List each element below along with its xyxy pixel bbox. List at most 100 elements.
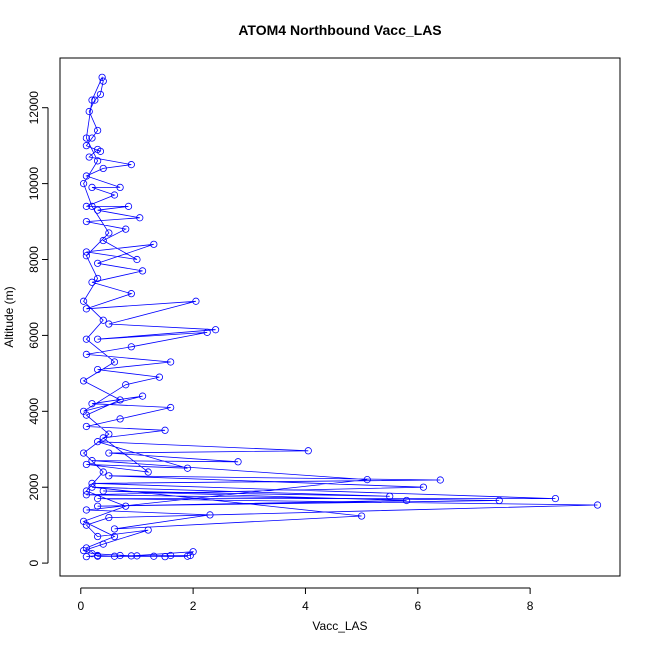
y-tick-label: 12000 <box>27 91 41 125</box>
data-point <box>82 202 90 210</box>
data-point <box>94 365 102 374</box>
data-point <box>183 552 192 560</box>
data-point <box>99 316 107 324</box>
data-point <box>82 350 90 358</box>
data-point <box>127 161 135 169</box>
data-point <box>110 552 119 560</box>
data-point <box>99 487 107 495</box>
data-point <box>99 434 107 442</box>
data-point <box>82 460 90 469</box>
data-point <box>116 551 124 560</box>
data-point <box>167 403 175 412</box>
data-point <box>82 305 90 313</box>
data-point <box>99 468 107 476</box>
data-point <box>82 335 90 343</box>
data-point <box>358 512 366 520</box>
data-point <box>99 236 107 245</box>
x-tick-label: 8 <box>527 599 534 613</box>
data-point <box>124 202 133 210</box>
data-point <box>88 479 96 488</box>
data-point <box>105 430 113 438</box>
data-point <box>82 172 90 180</box>
data-point <box>133 552 141 560</box>
data-point <box>203 328 211 336</box>
data-point <box>155 373 164 381</box>
data-point <box>88 483 96 491</box>
data-point <box>88 202 96 210</box>
data-point <box>79 377 88 385</box>
data-point <box>99 540 107 548</box>
data-point <box>138 392 147 400</box>
data-point <box>96 90 105 99</box>
data-point <box>85 107 93 116</box>
y-tick-label: 6000 <box>27 322 41 349</box>
data-point <box>167 551 175 560</box>
data-point <box>94 502 102 510</box>
data-point <box>161 553 169 561</box>
data-point <box>402 496 411 505</box>
y-tick-label: 0 <box>27 559 41 566</box>
data-point <box>116 396 124 404</box>
data-point <box>82 134 90 142</box>
data-point <box>144 468 152 476</box>
x-tick-label: 6 <box>414 599 421 613</box>
data-point <box>79 180 88 188</box>
data-point <box>85 153 93 161</box>
data-point <box>419 483 428 491</box>
data-point <box>304 447 312 455</box>
data-point <box>161 426 169 434</box>
data-point <box>88 96 96 104</box>
data-point <box>122 502 130 510</box>
data-point <box>133 255 141 264</box>
data-point <box>99 77 107 85</box>
data-point <box>150 552 158 560</box>
data-point <box>122 225 130 233</box>
data-point <box>94 494 102 503</box>
data-point <box>436 476 444 484</box>
data-point <box>386 492 394 500</box>
data-point <box>127 552 135 560</box>
data-point <box>96 147 105 155</box>
data-point <box>82 491 90 499</box>
data-point <box>110 358 119 366</box>
data-point <box>150 240 158 248</box>
data-point <box>105 320 113 328</box>
data-point <box>79 517 88 525</box>
data-point <box>91 96 99 104</box>
y-tick-label: 4000 <box>27 398 41 425</box>
data-point <box>144 526 152 534</box>
data-point <box>105 449 113 457</box>
data-point <box>94 259 102 267</box>
data-point <box>82 422 90 431</box>
data-point <box>79 449 88 457</box>
data-point <box>88 278 96 286</box>
data-point <box>105 513 113 522</box>
data-point <box>94 157 102 165</box>
data-point <box>79 297 88 305</box>
data-point <box>551 494 560 503</box>
x-tick-label: 2 <box>190 599 197 613</box>
y-axis-label: Altitude (m) <box>2 286 16 347</box>
data-point <box>116 415 124 423</box>
x-tick-label: 4 <box>302 599 309 613</box>
data-point <box>88 457 96 465</box>
data-point <box>138 267 147 275</box>
data-point <box>88 183 96 192</box>
data-point <box>82 553 90 561</box>
data-point <box>110 532 119 541</box>
data-point <box>495 496 503 505</box>
y-tick-label: 10000 <box>27 167 41 201</box>
data-point <box>127 290 135 298</box>
data-point <box>105 229 113 237</box>
data-point <box>94 532 102 541</box>
y-tick-label: 8000 <box>27 246 41 273</box>
data-point <box>110 191 119 199</box>
data-point <box>94 274 102 283</box>
x-axis-label: Vacc_LAS <box>312 619 367 633</box>
data-point <box>94 335 102 343</box>
data-point <box>116 183 124 192</box>
data-point <box>82 487 90 495</box>
data-point <box>94 206 102 214</box>
data-point <box>122 381 130 389</box>
